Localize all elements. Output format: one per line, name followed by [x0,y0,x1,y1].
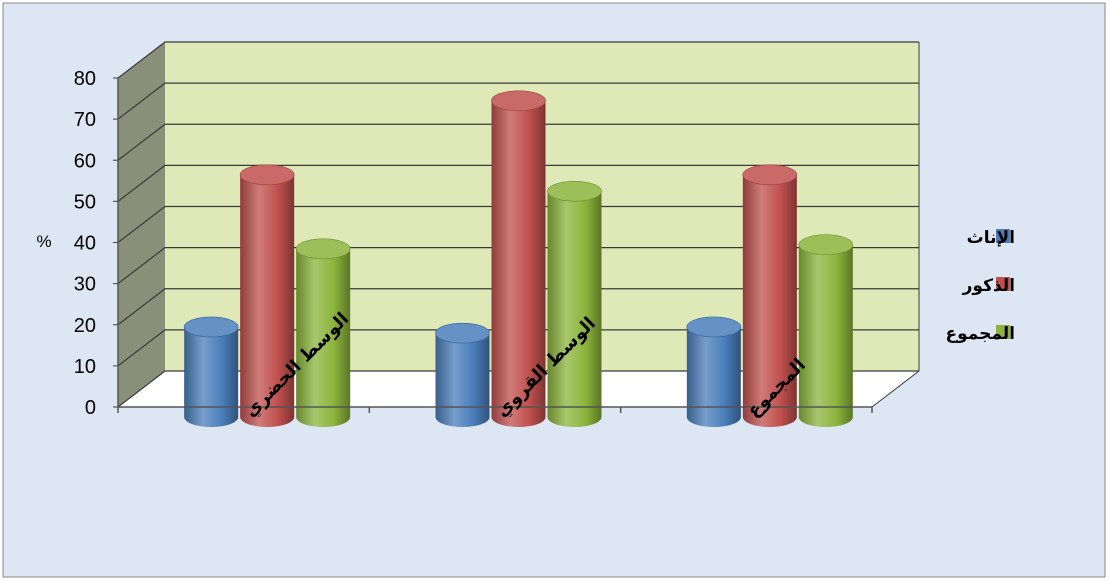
gridline [117,370,919,408]
legend-item: الإناث [967,228,1015,248]
bar [742,164,798,427]
legend-item: المجموع [945,324,1015,344]
legend-label: الذكور [962,276,1015,296]
legend: الإناث الذكور المجموع [945,228,1015,344]
bar [435,322,490,427]
bar [295,238,351,427]
gridline [117,164,919,202]
y-tick-label: 50 [74,191,96,213]
bar [686,316,742,427]
y-tick-label: 30 [74,274,96,296]
legend-swatch [996,277,1010,291]
gridline [117,205,919,243]
legend-swatch [996,229,1010,243]
gridline [117,288,919,326]
bar [239,164,295,427]
legend-label: الإناث [967,228,1015,248]
y-tick-label: 10 [74,356,96,378]
y-tick-label: 40 [74,233,96,255]
gridline [117,247,919,285]
gridline [117,123,919,161]
bar [798,234,854,427]
bar [491,90,546,427]
gridline [117,82,919,120]
y-tick-label: 60 [74,150,96,172]
chart-bars [183,90,854,427]
legend-swatch [996,325,1010,339]
gridline [117,41,919,79]
bar [183,316,239,427]
legend-label: المجموع [945,324,1015,344]
y-tick-label: 80 [74,68,96,90]
gridline [117,329,919,367]
y-axis-tick-labels: 0 10 20 30 40 50 60 70 80 [74,68,96,419]
legend-item: الذكور [962,276,1015,296]
chart-axes [113,77,873,413]
y-tick-label: 0 [85,397,96,419]
chart-grid [117,41,920,408]
bar [547,180,602,427]
y-axis-label: % [36,232,51,251]
y-tick-label: 20 [74,315,96,337]
y-tick-label: 70 [74,109,96,131]
